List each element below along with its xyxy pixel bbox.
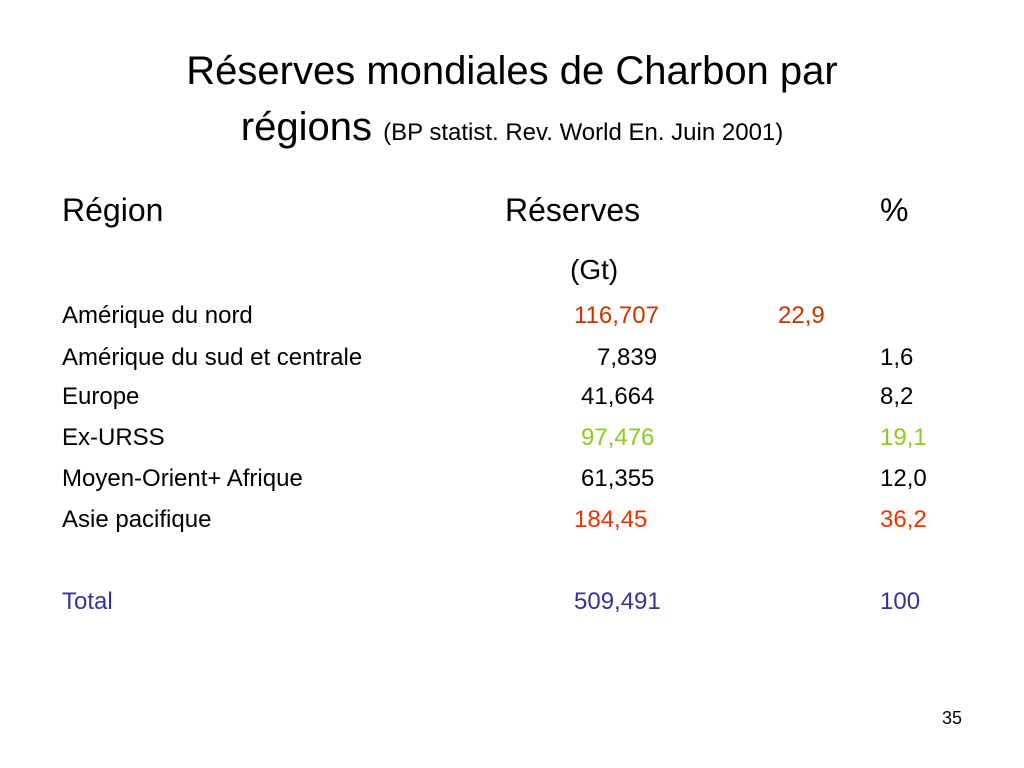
row-4-reserves: 97,476 bbox=[581, 424, 655, 451]
row-1-reserves: 116,707 bbox=[574, 302, 659, 329]
slide-title: Réserves mondiales de Charbon par bbox=[0, 48, 1024, 94]
row-6-reserves: 184,45 bbox=[574, 506, 648, 533]
slide-title-line-2: régions (BP statist. Rev. World En. Juin… bbox=[0, 104, 1024, 156]
slide-title-regions: régions bbox=[240, 105, 372, 149]
row-2-reserves: 7,839 bbox=[597, 344, 658, 371]
row-2-region: Amérique du sud et centrale bbox=[62, 344, 363, 371]
row-5-region: Moyen-Orient+ Afrique bbox=[62, 465, 303, 492]
slide-title-main: Réserves mondiales de Charbon par bbox=[186, 49, 838, 93]
header-percent: % bbox=[880, 192, 909, 228]
row-6-region: Asie pacifique bbox=[62, 506, 212, 533]
row-3-percent: 8,2 bbox=[880, 383, 914, 410]
header-reserves: Réserves bbox=[505, 192, 641, 228]
total-label: Total bbox=[62, 588, 113, 615]
row-4-region: Ex-URSS bbox=[62, 424, 165, 451]
header-region: Région bbox=[62, 192, 164, 228]
row-3-reserves: 41,664 bbox=[581, 383, 655, 410]
total-reserves: 509,491 bbox=[574, 588, 661, 615]
page-number: 35 bbox=[941, 708, 962, 728]
row-6-percent: 36,2 bbox=[880, 506, 927, 533]
row-2-percent: 1,6 bbox=[880, 344, 914, 371]
total-percent: 100 bbox=[880, 588, 921, 615]
row-1-region: Amérique du nord bbox=[62, 302, 253, 329]
slide-title-source: (BP statist. Rev. World En. Juin 2001) bbox=[383, 119, 784, 146]
row-1-percent: 22,9 bbox=[778, 302, 825, 329]
header-unit: (Gt) bbox=[570, 254, 619, 285]
row-5-percent: 12,0 bbox=[880, 465, 927, 492]
row-4-percent: 19,1 bbox=[880, 424, 927, 451]
row-5-reserves: 61,355 bbox=[581, 465, 655, 492]
row-3-region: Europe bbox=[62, 383, 140, 410]
